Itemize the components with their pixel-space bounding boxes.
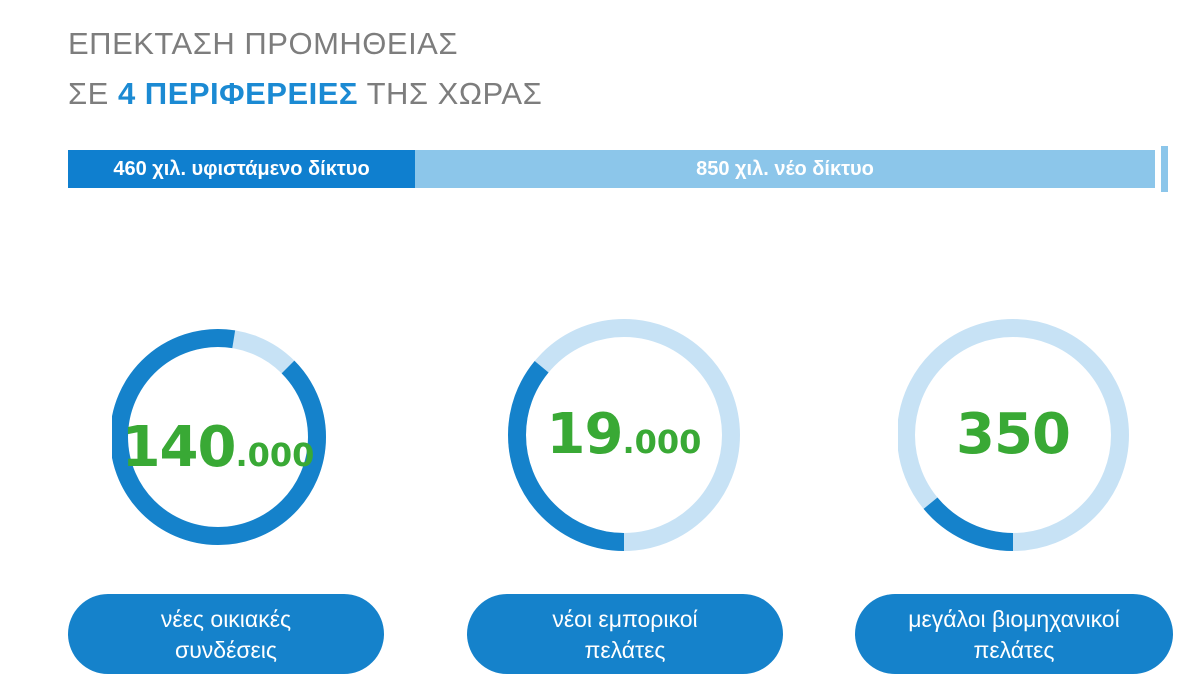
ring-progress: [112, 329, 326, 545]
new-network-label: 850 χιλ. νέο δίκτυο: [696, 157, 874, 180]
commercial-customers-label: νέοι εμπορικοί πελάτες: [467, 594, 783, 674]
industrial-customers-value: 350: [898, 407, 1128, 463]
value-main: 350: [956, 402, 1071, 467]
page-subtitle: ΣΕ 4 ΠΕΡΙΦΕΡΕΙΕΣ ΤΗΣ ΧΩΡΑΣ: [68, 78, 542, 109]
household-ring-graphic: [112, 329, 326, 545]
subtitle-highlight: 4 ΠΕΡΙΦΕΡΕΙΕΣ: [117, 76, 359, 111]
page-title: ΕΠΕΚΤΑΣΗ ΠΡΟΜΗΘΕΙΑΣ: [68, 26, 459, 61]
label-line-1: νέοι εμπορικοί: [552, 606, 698, 632]
label-line-2: συνδέσεις: [175, 637, 277, 663]
industrial-customers-ring: 350: [898, 317, 1134, 557]
household-connections-label: νέες οικιακές συνδέσεις: [68, 594, 384, 674]
label-line-1: μεγάλοι βιομηχανικοί: [908, 606, 1120, 632]
new-network-bar: 850 χιλ. νέο δίκτυο: [415, 150, 1155, 188]
commercial-customers-value: 19.000: [508, 407, 740, 463]
bar-end-marker: [1161, 146, 1168, 192]
subtitle-prefix: ΣΕ: [68, 76, 118, 111]
industrial-ring-graphic: [898, 319, 1129, 551]
commercial-customers-ring: 19.000: [508, 317, 744, 557]
household-connections-ring: 140.000: [112, 317, 338, 557]
ring-progress: [508, 319, 740, 551]
existing-network-label: 460 χιλ. υφιστάμενο δίκτυο: [113, 157, 370, 180]
industrial-customers-label: μεγάλοι βιομηχανικοί πελάτες: [855, 594, 1173, 674]
household-connections-value: 140.000: [112, 420, 324, 476]
ring-progress: [898, 319, 1129, 551]
subtitle-suffix: ΤΗΣ ΧΩΡΑΣ: [358, 76, 543, 111]
existing-network-bar: 460 χιλ. υφιστάμενο δίκτυο: [68, 150, 415, 188]
label-line-2: πελάτες: [584, 637, 666, 663]
value-thousands: .000: [235, 436, 315, 474]
value-thousands: .000: [622, 423, 702, 461]
commercial-ring-graphic: [508, 319, 740, 551]
label-line-2: πελάτες: [973, 637, 1055, 663]
value-main: 19: [546, 402, 624, 467]
value-main: 140: [121, 415, 237, 480]
label-line-1: νέες οικιακές: [160, 606, 292, 632]
